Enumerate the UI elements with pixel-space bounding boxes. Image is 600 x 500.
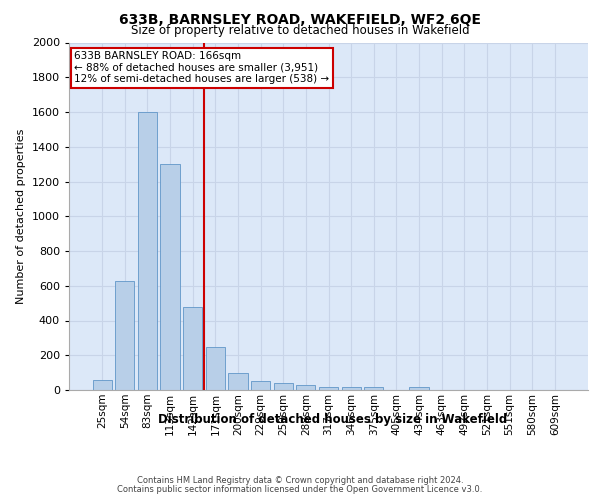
Bar bbox=[364, 386, 383, 390]
Bar bbox=[296, 385, 316, 390]
Text: 633B, BARNSLEY ROAD, WAKEFIELD, WF2 6QE: 633B, BARNSLEY ROAD, WAKEFIELD, WF2 6QE bbox=[119, 12, 481, 26]
Text: Size of property relative to detached houses in Wakefield: Size of property relative to detached ho… bbox=[131, 24, 469, 37]
Text: 633B BARNSLEY ROAD: 166sqm
← 88% of detached houses are smaller (3,951)
12% of s: 633B BARNSLEY ROAD: 166sqm ← 88% of deta… bbox=[74, 51, 329, 84]
Bar bbox=[92, 380, 112, 390]
Bar bbox=[319, 386, 338, 390]
Bar bbox=[341, 388, 361, 390]
Bar bbox=[206, 346, 225, 390]
Text: Contains HM Land Registry data © Crown copyright and database right 2024.: Contains HM Land Registry data © Crown c… bbox=[137, 476, 463, 485]
Text: Distribution of detached houses by size in Wakefield: Distribution of detached houses by size … bbox=[158, 412, 508, 426]
Bar bbox=[160, 164, 180, 390]
Text: Contains public sector information licensed under the Open Government Licence v3: Contains public sector information licen… bbox=[118, 485, 482, 494]
Bar bbox=[229, 372, 248, 390]
Y-axis label: Number of detached properties: Number of detached properties bbox=[16, 128, 26, 304]
Bar bbox=[274, 384, 293, 390]
Bar bbox=[115, 280, 134, 390]
Bar bbox=[251, 381, 270, 390]
Bar bbox=[183, 306, 202, 390]
Bar bbox=[138, 112, 157, 390]
Bar bbox=[409, 386, 428, 390]
